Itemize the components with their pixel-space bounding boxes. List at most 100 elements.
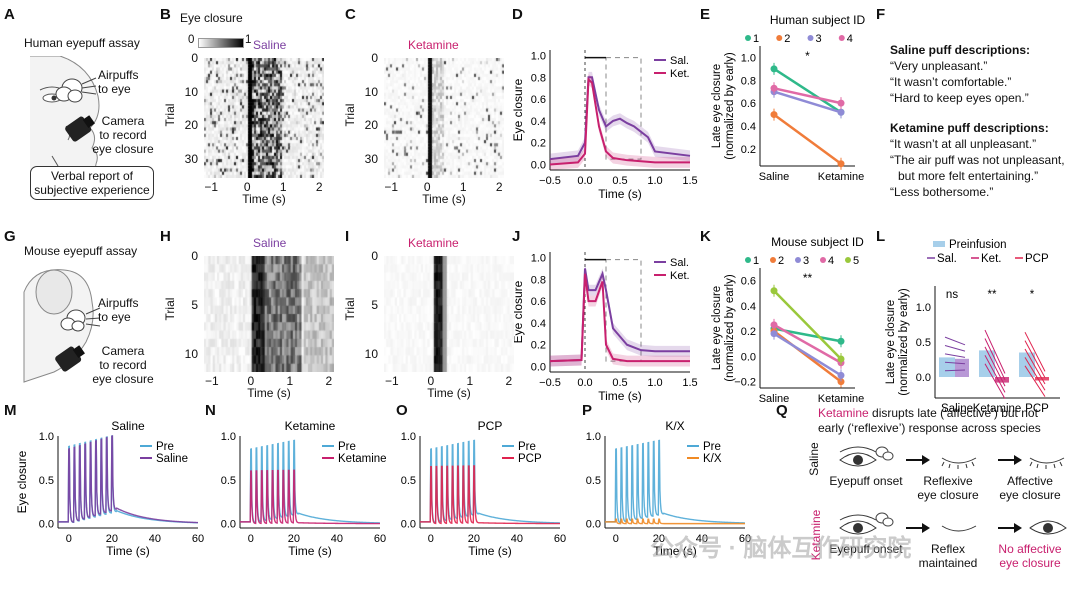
subject-line (984, 363, 1006, 399)
x-tick-label: −0.5 (539, 175, 561, 187)
panel-c-ylabel: Trial (343, 103, 357, 127)
legend-id-5: 5 (853, 255, 859, 267)
x-tick-label: 40 (149, 533, 161, 545)
y-tick-label: 0 (191, 51, 198, 65)
y-tick-label: 1.0 (741, 52, 756, 64)
legend-label: Pre (518, 441, 536, 453)
legend-label: Saline (156, 453, 188, 465)
panel-g-airpuffs: Airpuffs to eye (98, 296, 139, 324)
panel-m-timecourse: Saline 0.0 0.5 1.0 0 20 40 60 Time (s) Eye closur… (16, 419, 204, 558)
closed-eye-icon (941, 525, 977, 532)
chart-title: Saline (111, 419, 145, 433)
x-tick-label: 20 (653, 533, 665, 545)
open-eye-icon (1029, 520, 1067, 535)
y-tick-label: 1.0 (221, 431, 236, 443)
ketamine-quote-2b: but more felt entertaining.” (898, 169, 1039, 183)
y-tick-label: 0 (371, 249, 378, 263)
y-tick-label: 0.0 (221, 519, 236, 531)
panel-label-k: K (700, 228, 711, 245)
subject-line (984, 338, 1006, 381)
panel-b-xlabel: Time (s) (242, 192, 286, 206)
x-tick-label: Saline (759, 171, 790, 183)
arrow-icon (998, 455, 1022, 465)
airpuff-cloud-icon (60, 309, 86, 332)
y-tick-label: 0.5 (221, 475, 236, 487)
subject-point (837, 108, 845, 116)
y-tick-label: 0.0 (741, 351, 756, 363)
subject-point (770, 321, 778, 329)
panel-n-timecourse: Ketamine 0.0 0.5 1.0 0 20 40 60 Time (s) PreKetam… (221, 419, 387, 558)
subject-line (984, 346, 1006, 387)
x-tick-label: −1 (204, 180, 219, 194)
legend-title: Mouse subject ID (771, 236, 864, 249)
q-saline-step1: Eyepuff onset (829, 474, 903, 488)
significance-marker: * (805, 49, 810, 63)
panel-label-m: M (4, 402, 17, 419)
subject-line (944, 369, 966, 372)
subject-point (837, 160, 845, 168)
subject-line-1 (773, 67, 842, 114)
y-tick-label: 1.0 (531, 50, 546, 62)
subject-line-4 (773, 87, 842, 105)
x-tick-label: 1.5 (682, 377, 697, 389)
panel-label-n: N (205, 402, 216, 419)
legend-label: Sal. (670, 257, 689, 269)
panel-label-q: Q (776, 402, 788, 419)
y-tick-label: 0.4 (741, 121, 756, 133)
y-tick-label: 0.8 (741, 75, 756, 87)
panel-a-verbal-box: Verbal report of subjective experience (30, 166, 154, 200)
heatmap-canvas (204, 58, 324, 178)
x-tick-label: 0 (247, 374, 255, 388)
subject-point (770, 287, 778, 295)
panel-g-camera: Camera to record eye closure (92, 344, 154, 386)
legend-marker-2 (776, 35, 783, 41)
y-axis-label: Eye closure (511, 78, 525, 141)
x-axis-label: Time (s) (598, 187, 642, 201)
legend-marker-4 (838, 35, 845, 41)
legend-id-1: 1 (753, 255, 759, 267)
x-tick-label: 0.0 (577, 175, 592, 187)
y-tick-label: 5 (371, 297, 378, 312)
x-axis-label: Time (s) (106, 544, 150, 558)
panel-label-e: E (700, 6, 711, 23)
puff-icon (875, 512, 894, 527)
y-axis-label: (normalized by early) (724, 52, 736, 160)
legend-marker-1 (745, 257, 751, 263)
x-tick-label: 1 (286, 374, 294, 388)
y-tick-label: 0.6 (531, 94, 546, 106)
panel-c-condition: Ketamine (408, 38, 459, 52)
subject-point (837, 378, 845, 386)
subject-line-2 (773, 113, 842, 165)
panel-label-g: G (4, 228, 16, 245)
panel-label-p: P (582, 402, 593, 419)
x-tick-label: 0 (66, 533, 72, 545)
significance-marker: ** (988, 289, 997, 301)
panel-q-ketamine-word: Ketamine (818, 406, 869, 420)
series-band-Ket. (550, 268, 690, 367)
colorbar-title: Eye closure (180, 11, 243, 25)
panel-label-j: J (512, 228, 521, 245)
panel-label-a: A (4, 6, 15, 23)
subject-line-4 (773, 323, 842, 364)
y-tick-label: 0 (191, 249, 198, 263)
camera-icon (55, 345, 85, 372)
chart-title: K/X (665, 419, 684, 433)
q-ketamine-step3: No affective eye closure (998, 542, 1062, 570)
panel-j-timecourse: 0.0 0.2 0.4 0.6 0.8 1.0 −0.5 0.0 0.5 1.0 1.5 Time (… (511, 252, 698, 403)
open-eye-icon (839, 514, 877, 535)
y-tick-label: 1.0 (401, 431, 416, 443)
subject-line (944, 336, 966, 346)
legend-id-2: 2 (778, 255, 784, 267)
human-face-illustration (29, 56, 100, 197)
y-tick-label: 0.2 (741, 144, 756, 156)
legend-marker-3 (795, 257, 801, 263)
x-tick-label: 1.5 (682, 175, 697, 187)
heatmap-mouse-ketamine (384, 256, 514, 372)
x-axis-label: Time (s) (598, 389, 642, 403)
x-tick-label: Ketamine (818, 171, 864, 183)
x-tick-label: 0 (248, 533, 254, 545)
subject-line-3 (773, 332, 842, 377)
y-tick-label: 0.0 (916, 372, 931, 384)
closed-eye-icon (1029, 457, 1065, 469)
